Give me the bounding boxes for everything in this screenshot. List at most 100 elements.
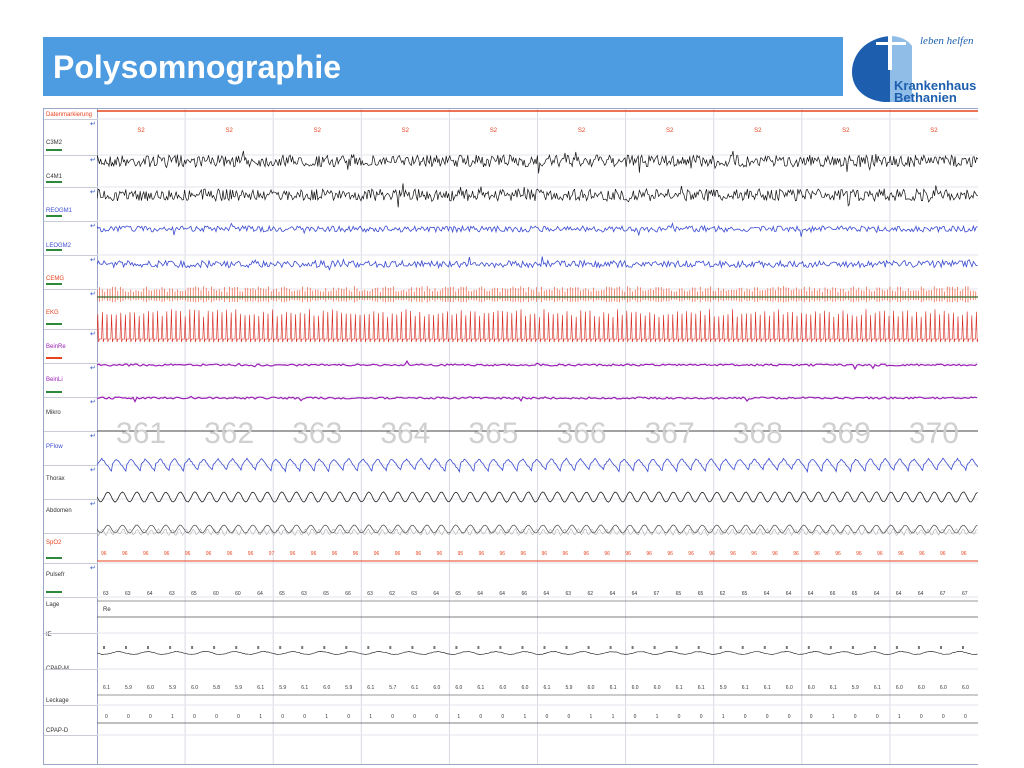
scale-arrow-icon[interactable]: ↵ — [90, 257, 96, 264]
channel-color-bar — [46, 323, 62, 325]
scale-arrow-icon[interactable]: ↵ — [90, 157, 96, 164]
ekg-trace — [97, 308, 978, 343]
channel-label[interactable]: IE — [46, 632, 52, 638]
ie-marker — [697, 646, 700, 649]
spo2-value: 96 — [101, 551, 107, 557]
scale-arrow-icon[interactable]: ↵ — [90, 565, 96, 572]
scale-arrow-icon[interactable]: ↵ — [90, 189, 96, 196]
scale-arrow-icon[interactable]: ↵ — [90, 433, 96, 440]
spo2-value: 96 — [227, 551, 233, 557]
channel-separator — [44, 289, 97, 290]
channel-label[interactable]: EKG — [46, 310, 59, 316]
ie-marker — [433, 646, 436, 649]
channel-label[interactable]: Leckage — [46, 698, 69, 704]
ie-marker — [631, 646, 634, 649]
cpap-value: 6.0 — [499, 685, 506, 691]
leakage-value: 0 — [920, 714, 923, 720]
channel-label[interactable]: CPAP-D — [46, 728, 69, 734]
channel-label[interactable]: C4M1 — [46, 174, 63, 180]
spo2-value: 96 — [332, 551, 338, 557]
spo2-value: 96 — [437, 551, 443, 557]
cpap-value: 6.1 — [698, 685, 705, 691]
channel-label[interactable]: BeinLi — [46, 377, 63, 383]
pulse-value: 64 — [499, 591, 505, 597]
scale-arrow-icon[interactable]: ↵ — [90, 223, 96, 230]
channel-separator — [44, 187, 97, 188]
cpap-value: 6.1 — [103, 685, 110, 691]
spo2-value: 96 — [835, 551, 841, 557]
leakage-value: 0 — [215, 714, 218, 720]
leakage-value: 0 — [501, 714, 504, 720]
leakage-value: 0 — [237, 714, 240, 720]
scale-arrow-icon[interactable]: ↵ — [90, 467, 96, 474]
channel-label[interactable]: Lage — [46, 602, 60, 608]
channel-label[interactable]: SpO2 — [46, 540, 62, 546]
channel-label[interactable]: C3M2 — [46, 140, 63, 146]
scale-arrow-icon[interactable]: ↵ — [90, 399, 96, 406]
channel-separator — [44, 735, 97, 736]
channel-label[interactable]: Mikro — [46, 410, 61, 416]
ie-marker — [785, 646, 788, 649]
ie-marker — [609, 646, 612, 649]
channel-label-column: Datenmarkierung C3M2 ↵ C4M1 ↵ REOGM1 ↵ LEOGM2 ↵ C… — [44, 109, 98, 764]
scale-arrow-icon[interactable]: ↵ — [90, 365, 96, 372]
ie-marker — [455, 646, 458, 649]
leakage-value: 0 — [854, 714, 857, 720]
polysomnography-display: Datenmarkierung C3M2 ↵ C4M1 ↵ REOGM1 ↵ LEOGM2 ↵ C… — [43, 108, 978, 765]
channel-label[interactable]: PFlow — [46, 444, 63, 450]
pulse-value: 64 — [610, 591, 616, 597]
cpap-value: 6.0 — [786, 685, 793, 691]
channel-label[interactable]: BeinRe — [46, 344, 66, 350]
channel-label[interactable]: LEOGM2 — [46, 243, 72, 249]
epoch-number: 361 — [116, 417, 166, 450]
leakage-value: 1 — [612, 714, 615, 720]
spo2-value: 96 — [143, 551, 149, 557]
cpap-value: 6.0 — [433, 685, 440, 691]
leakage-value: 1 — [369, 714, 372, 720]
leakage-value: 1 — [325, 714, 328, 720]
leakage-value: 0 — [347, 714, 350, 720]
channel-label[interactable]: Abdomen — [46, 508, 72, 514]
cpap-value: 6.0 — [654, 685, 661, 691]
cpap-value: 6.0 — [918, 685, 925, 691]
scale-arrow-icon[interactable]: ↵ — [90, 291, 96, 298]
channel-label[interactable]: Pulsefr — [46, 572, 65, 578]
ie-marker — [125, 646, 127, 649]
pulse-value: 66 — [345, 591, 351, 597]
leakage-value: 0 — [479, 714, 482, 720]
cpap-value: 5.9 — [125, 685, 132, 691]
pulse-value: 64 — [786, 591, 792, 597]
cpap-value: 6.0 — [808, 685, 815, 691]
leakage-value: 0 — [634, 714, 637, 720]
ie-marker — [345, 646, 348, 649]
scale-arrow-icon[interactable]: ↵ — [90, 121, 96, 128]
spo2-value: 96 — [814, 551, 820, 557]
cpap-value: 6.1 — [676, 685, 683, 691]
cpap-value: 6.1 — [874, 685, 881, 691]
scale-arrow-icon[interactable]: ↵ — [90, 501, 96, 508]
pulse-value: 62 — [720, 591, 726, 597]
channel-color-bar — [46, 149, 62, 151]
cpap-value: 6.0 — [632, 685, 639, 691]
channel-label[interactable]: REOGM1 — [46, 208, 73, 214]
channel-separator — [44, 431, 97, 432]
epoch-number: 366 — [557, 417, 607, 450]
spo2-value: 96 — [164, 551, 170, 557]
pulse-value: 65 — [191, 591, 197, 597]
stage-label: S2 — [137, 128, 145, 134]
spo2-value: 96 — [584, 551, 590, 557]
leakage-value: 1 — [898, 714, 901, 720]
spo2-value: 96 — [542, 551, 548, 557]
channel-label[interactable]: Datenmarkierung — [46, 112, 93, 118]
ie-marker — [367, 646, 370, 649]
cpap-value: 6.1 — [544, 685, 551, 691]
channel-label[interactable]: CEMG — [46, 276, 64, 282]
leakage-value: 0 — [149, 714, 152, 720]
pulse-value: 65 — [455, 591, 461, 597]
spo2-value: 96 — [185, 551, 191, 557]
epoch-number: 368 — [733, 417, 783, 450]
spo2-value: 97 — [269, 551, 275, 557]
scale-arrow-icon[interactable]: ↵ — [90, 331, 96, 338]
stage-label: S2 — [490, 128, 498, 134]
channel-label[interactable]: Thorax — [46, 476, 65, 482]
